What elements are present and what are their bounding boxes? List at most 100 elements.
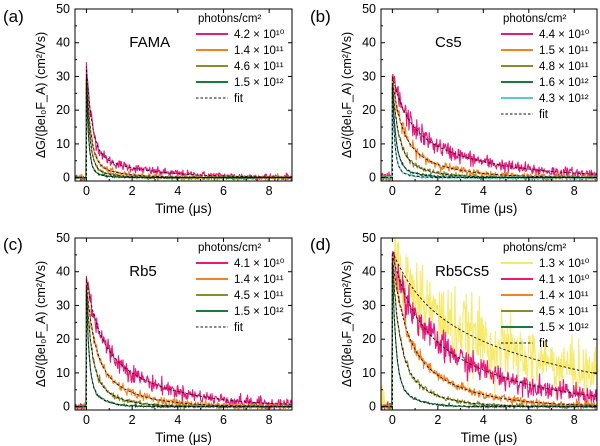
y-tick-label: 10 bbox=[362, 366, 376, 380]
legend-entry-label: 4.8 × 10¹¹ bbox=[539, 61, 589, 73]
x-tick-label: 4 bbox=[174, 413, 181, 427]
legend-title: photons/cm² bbox=[503, 242, 566, 254]
legend-entry-label: 1.4 × 10¹¹ bbox=[234, 45, 284, 57]
series-line-4 bbox=[75, 291, 292, 410]
x-tick-label: 4 bbox=[480, 184, 487, 198]
legend-title: photons/cm² bbox=[503, 13, 566, 25]
legend-fit-label: fit bbox=[539, 109, 549, 121]
legend-title: photons/cm² bbox=[198, 13, 261, 25]
fit-line-3 bbox=[381, 258, 597, 408]
x-tick-label: 0 bbox=[83, 413, 90, 427]
sample-label: Rb5 bbox=[129, 263, 157, 280]
sample-label: Rb5Cs5 bbox=[435, 263, 489, 280]
x-axis-label: Time (μs) bbox=[155, 430, 212, 445]
x-tick-label: 2 bbox=[129, 184, 136, 198]
legend-entry-label: 4.5 × 10¹¹ bbox=[234, 290, 284, 302]
y-tick-label: 30 bbox=[362, 69, 376, 83]
series-line-4 bbox=[75, 80, 292, 180]
legend-entry-label: 1.4 × 10¹¹ bbox=[234, 274, 284, 286]
y-axis-label: ΔG/(βeI₀F_A) (cm²/Vs) bbox=[340, 261, 354, 387]
y-tick-label: 10 bbox=[56, 366, 70, 380]
legend-entry-label: 4.4 × 10¹⁰ bbox=[539, 29, 590, 41]
x-tick-label: 2 bbox=[434, 413, 441, 427]
y-tick-label: 40 bbox=[56, 265, 70, 279]
y-tick-label: 30 bbox=[56, 69, 70, 83]
fit-line-5 bbox=[381, 264, 597, 408]
y-tick-label: 30 bbox=[362, 298, 376, 312]
panel-label: (d) bbox=[310, 235, 331, 254]
y-axis-label: ΔG/(βeI₀F_A) (cm²/Vs) bbox=[340, 32, 354, 158]
legend-entry-label: 4.2 × 10¹⁰ bbox=[234, 29, 285, 41]
x-tick-label: 8 bbox=[266, 413, 273, 427]
panel-label: (b) bbox=[310, 7, 331, 26]
x-tick-label: 8 bbox=[571, 413, 578, 427]
x-tick-label: 6 bbox=[220, 413, 227, 427]
y-tick-label: 10 bbox=[362, 137, 376, 151]
y-tick-label: 10 bbox=[56, 137, 70, 151]
plot-area bbox=[381, 238, 597, 410]
fit-line-2 bbox=[381, 254, 597, 408]
chart-panel-1: 0 2 4 6 8 0 10 20 30 40 50 Time (μs) ΔG/(βeI₀F_A) (c… bbox=[3, 2, 293, 216]
sample-label: FAMA bbox=[129, 34, 170, 51]
x-tick-label: 2 bbox=[434, 184, 441, 198]
y-tick-label: 0 bbox=[63, 171, 70, 185]
chart-panel-3: 0 2 4 6 8 0 10 20 30 40 50 Time (μs) ΔG/(βeI₀F_A) (c… bbox=[3, 231, 293, 445]
y-tick-label: 40 bbox=[362, 265, 376, 279]
plot-area bbox=[381, 73, 597, 181]
y-axis-label: ΔG/(βeI₀F_A) (cm²/Vs) bbox=[34, 32, 48, 158]
x-tick-label: 2 bbox=[129, 413, 136, 427]
series-line-1 bbox=[381, 238, 597, 410]
plot-frame bbox=[74, 237, 293, 411]
plot-area bbox=[75, 275, 292, 410]
x-tick-label: 0 bbox=[83, 184, 90, 198]
legend-title: photons/cm² bbox=[198, 242, 261, 254]
plot-area bbox=[75, 61, 292, 181]
legend-entry-label: 1.5 × 10¹² bbox=[234, 306, 284, 318]
legend-entry-label: 4.1 × 10¹⁰ bbox=[539, 274, 590, 286]
x-tick-label: 6 bbox=[525, 413, 532, 427]
sample-label: Cs5 bbox=[435, 34, 462, 51]
legend-entry-label: 1.3 × 10¹⁰ bbox=[539, 258, 590, 270]
y-tick-label: 40 bbox=[362, 36, 376, 50]
plot-frame bbox=[380, 8, 598, 182]
series-line-3 bbox=[381, 253, 597, 410]
x-axis-label: Time (μs) bbox=[155, 201, 212, 216]
legend-fit-label: fit bbox=[234, 322, 244, 334]
y-axis-label: ΔG/(βeI₀F_A) (cm²/Vs) bbox=[34, 261, 48, 387]
panel-label: (c) bbox=[3, 235, 23, 254]
y-tick-label: 30 bbox=[56, 298, 70, 312]
x-tick-label: 0 bbox=[389, 184, 396, 198]
y-tick-label: 50 bbox=[56, 2, 70, 16]
legend-entry-label: 4.5 × 10¹¹ bbox=[539, 306, 589, 318]
x-axis-label: Time (μs) bbox=[461, 201, 518, 216]
chart-panel-2: 0 2 4 6 8 0 10 20 30 40 50 Time (μs) ΔG/(βeI₀F_A) (c… bbox=[310, 2, 598, 216]
legend-entry-label: 1.5 × 10¹¹ bbox=[539, 45, 589, 57]
legend-fit-label: fit bbox=[234, 93, 244, 105]
legend-entry-label: 1.5 × 10¹² bbox=[234, 77, 284, 89]
y-tick-label: 0 bbox=[369, 171, 376, 185]
y-tick-label: 20 bbox=[56, 103, 70, 117]
y-tick-label: 40 bbox=[56, 36, 70, 50]
legend-entry-label: 4.3 × 10¹² bbox=[539, 93, 589, 105]
x-tick-label: 6 bbox=[220, 184, 227, 198]
panel-label: (a) bbox=[3, 7, 24, 26]
series-line-1 bbox=[75, 275, 292, 410]
x-tick-label: 4 bbox=[174, 184, 181, 198]
fit-line-1 bbox=[75, 278, 292, 408]
fit-line-4 bbox=[75, 83, 292, 179]
series-line-3 bbox=[75, 79, 292, 181]
legend-entry-label: 1.4 × 10¹¹ bbox=[539, 290, 589, 302]
fit-line-5 bbox=[381, 89, 597, 179]
x-tick-label: 8 bbox=[266, 184, 273, 198]
fit-line-3 bbox=[75, 79, 292, 179]
y-tick-label: 20 bbox=[362, 332, 376, 346]
plot-frame bbox=[380, 237, 598, 411]
y-tick-label: 50 bbox=[56, 231, 70, 245]
legend-entry-label: 1.6 × 10¹² bbox=[539, 77, 589, 89]
legend-fit-label: fit bbox=[539, 338, 549, 350]
series-line-2 bbox=[75, 76, 292, 181]
series-line-5 bbox=[381, 262, 597, 409]
legend-entry-label: 1.5 × 10¹² bbox=[539, 322, 589, 334]
x-tick-label: 4 bbox=[480, 413, 487, 427]
